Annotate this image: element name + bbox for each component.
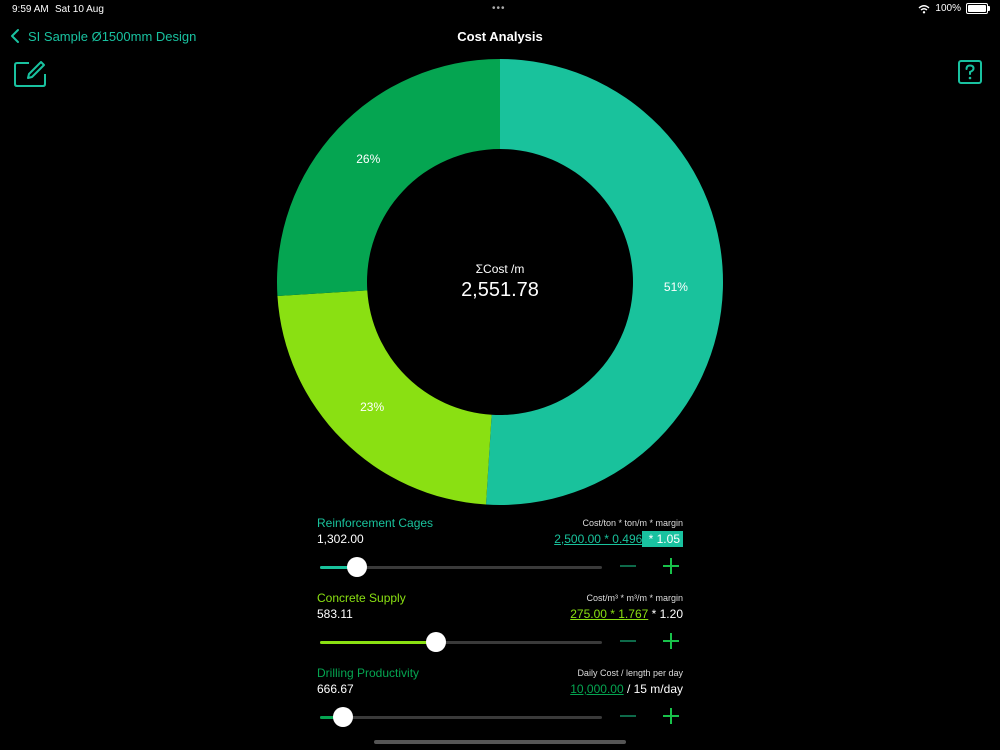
slice-drilling-productivity[interactable] [276, 59, 500, 297]
wifi-icon [918, 4, 930, 13]
row-calc: 2,500.00 * 0.496 * 1.05 [554, 531, 683, 547]
slider-track[interactable] [320, 707, 602, 727]
calc-input-link[interactable]: 10,000.00 [570, 682, 624, 696]
status-time: 9:59 AM [12, 4, 49, 15]
slice-percent-label: 26% [356, 152, 381, 167]
row-value: 666.67 [317, 682, 354, 696]
calc-tail: / 15 m/day [623, 682, 683, 696]
cost-donut-chart [276, 59, 723, 505]
help-icon[interactable] [958, 60, 982, 84]
row-formula: Cost/m³ * m³/m * margin [586, 593, 683, 603]
increment-button[interactable] [663, 633, 679, 649]
row-name: Drilling Productivity [317, 666, 420, 680]
calc-tail: * 1.20 [648, 607, 683, 621]
row-value: 583.11 [317, 607, 353, 621]
battery-icon [966, 3, 990, 14]
margin-selected[interactable]: * 1.05 [642, 531, 683, 547]
slice-percent-label: 23% [360, 399, 385, 414]
slice-percent-label: 51% [663, 279, 688, 294]
back-button[interactable]: SI Sample Ø1500mm Design [8, 28, 196, 44]
row-name: Concrete Supply [317, 591, 406, 605]
slice-concrete-supply[interactable] [277, 290, 492, 505]
row-value: 1,302.00 [317, 532, 364, 546]
row-formula: Cost/ton * ton/m * margin [582, 518, 683, 528]
center-label: ΣCost /m [475, 262, 525, 276]
battery-percent: 100% [935, 3, 961, 14]
slider-fill [320, 566, 357, 569]
status-bar: 9:59 AM Sat 10 Aug ••• 100% [0, 0, 1000, 20]
increment-button[interactable] [663, 558, 679, 574]
row-name: Reinforcement Cages [317, 516, 434, 530]
increment-button[interactable] [663, 708, 679, 724]
page-title: Cost Analysis [457, 29, 543, 44]
slider-thumb[interactable] [346, 557, 367, 577]
chevron-left-icon [11, 29, 19, 43]
status-right: 100% [918, 3, 990, 14]
multitasking-dots-icon[interactable]: ••• [492, 3, 506, 14]
slider-track[interactable] [320, 557, 602, 577]
slider-fill [320, 716, 343, 719]
slice-reinforcement-cages[interactable] [485, 59, 723, 505]
slider-thumb[interactable] [332, 707, 353, 727]
slider-fill [320, 641, 436, 644]
status-date: Sat 10 Aug [55, 4, 104, 15]
row-formula: Daily Cost / length per day [577, 668, 683, 678]
slider-thumb[interactable] [425, 632, 446, 652]
total-cost-value: 2,551.78 [461, 279, 539, 301]
decrement-button[interactable] [620, 640, 636, 642]
calc-input-link[interactable]: 2,500.00 * 0.496 [554, 532, 643, 546]
calc-input-link[interactable]: 275.00 * 1.767 [570, 607, 649, 621]
decrement-button[interactable] [620, 565, 636, 567]
edit-note-icon[interactable] [14, 60, 46, 88]
back-label: SI Sample Ø1500mm Design [28, 28, 197, 44]
home-indicator[interactable] [374, 740, 626, 744]
row-calc: 10,000.00 / 15 m/day [570, 682, 683, 696]
decrement-button[interactable] [620, 715, 636, 717]
row-calc: 275.00 * 1.767 * 1.20 [570, 607, 683, 621]
slider-track[interactable] [320, 632, 602, 652]
